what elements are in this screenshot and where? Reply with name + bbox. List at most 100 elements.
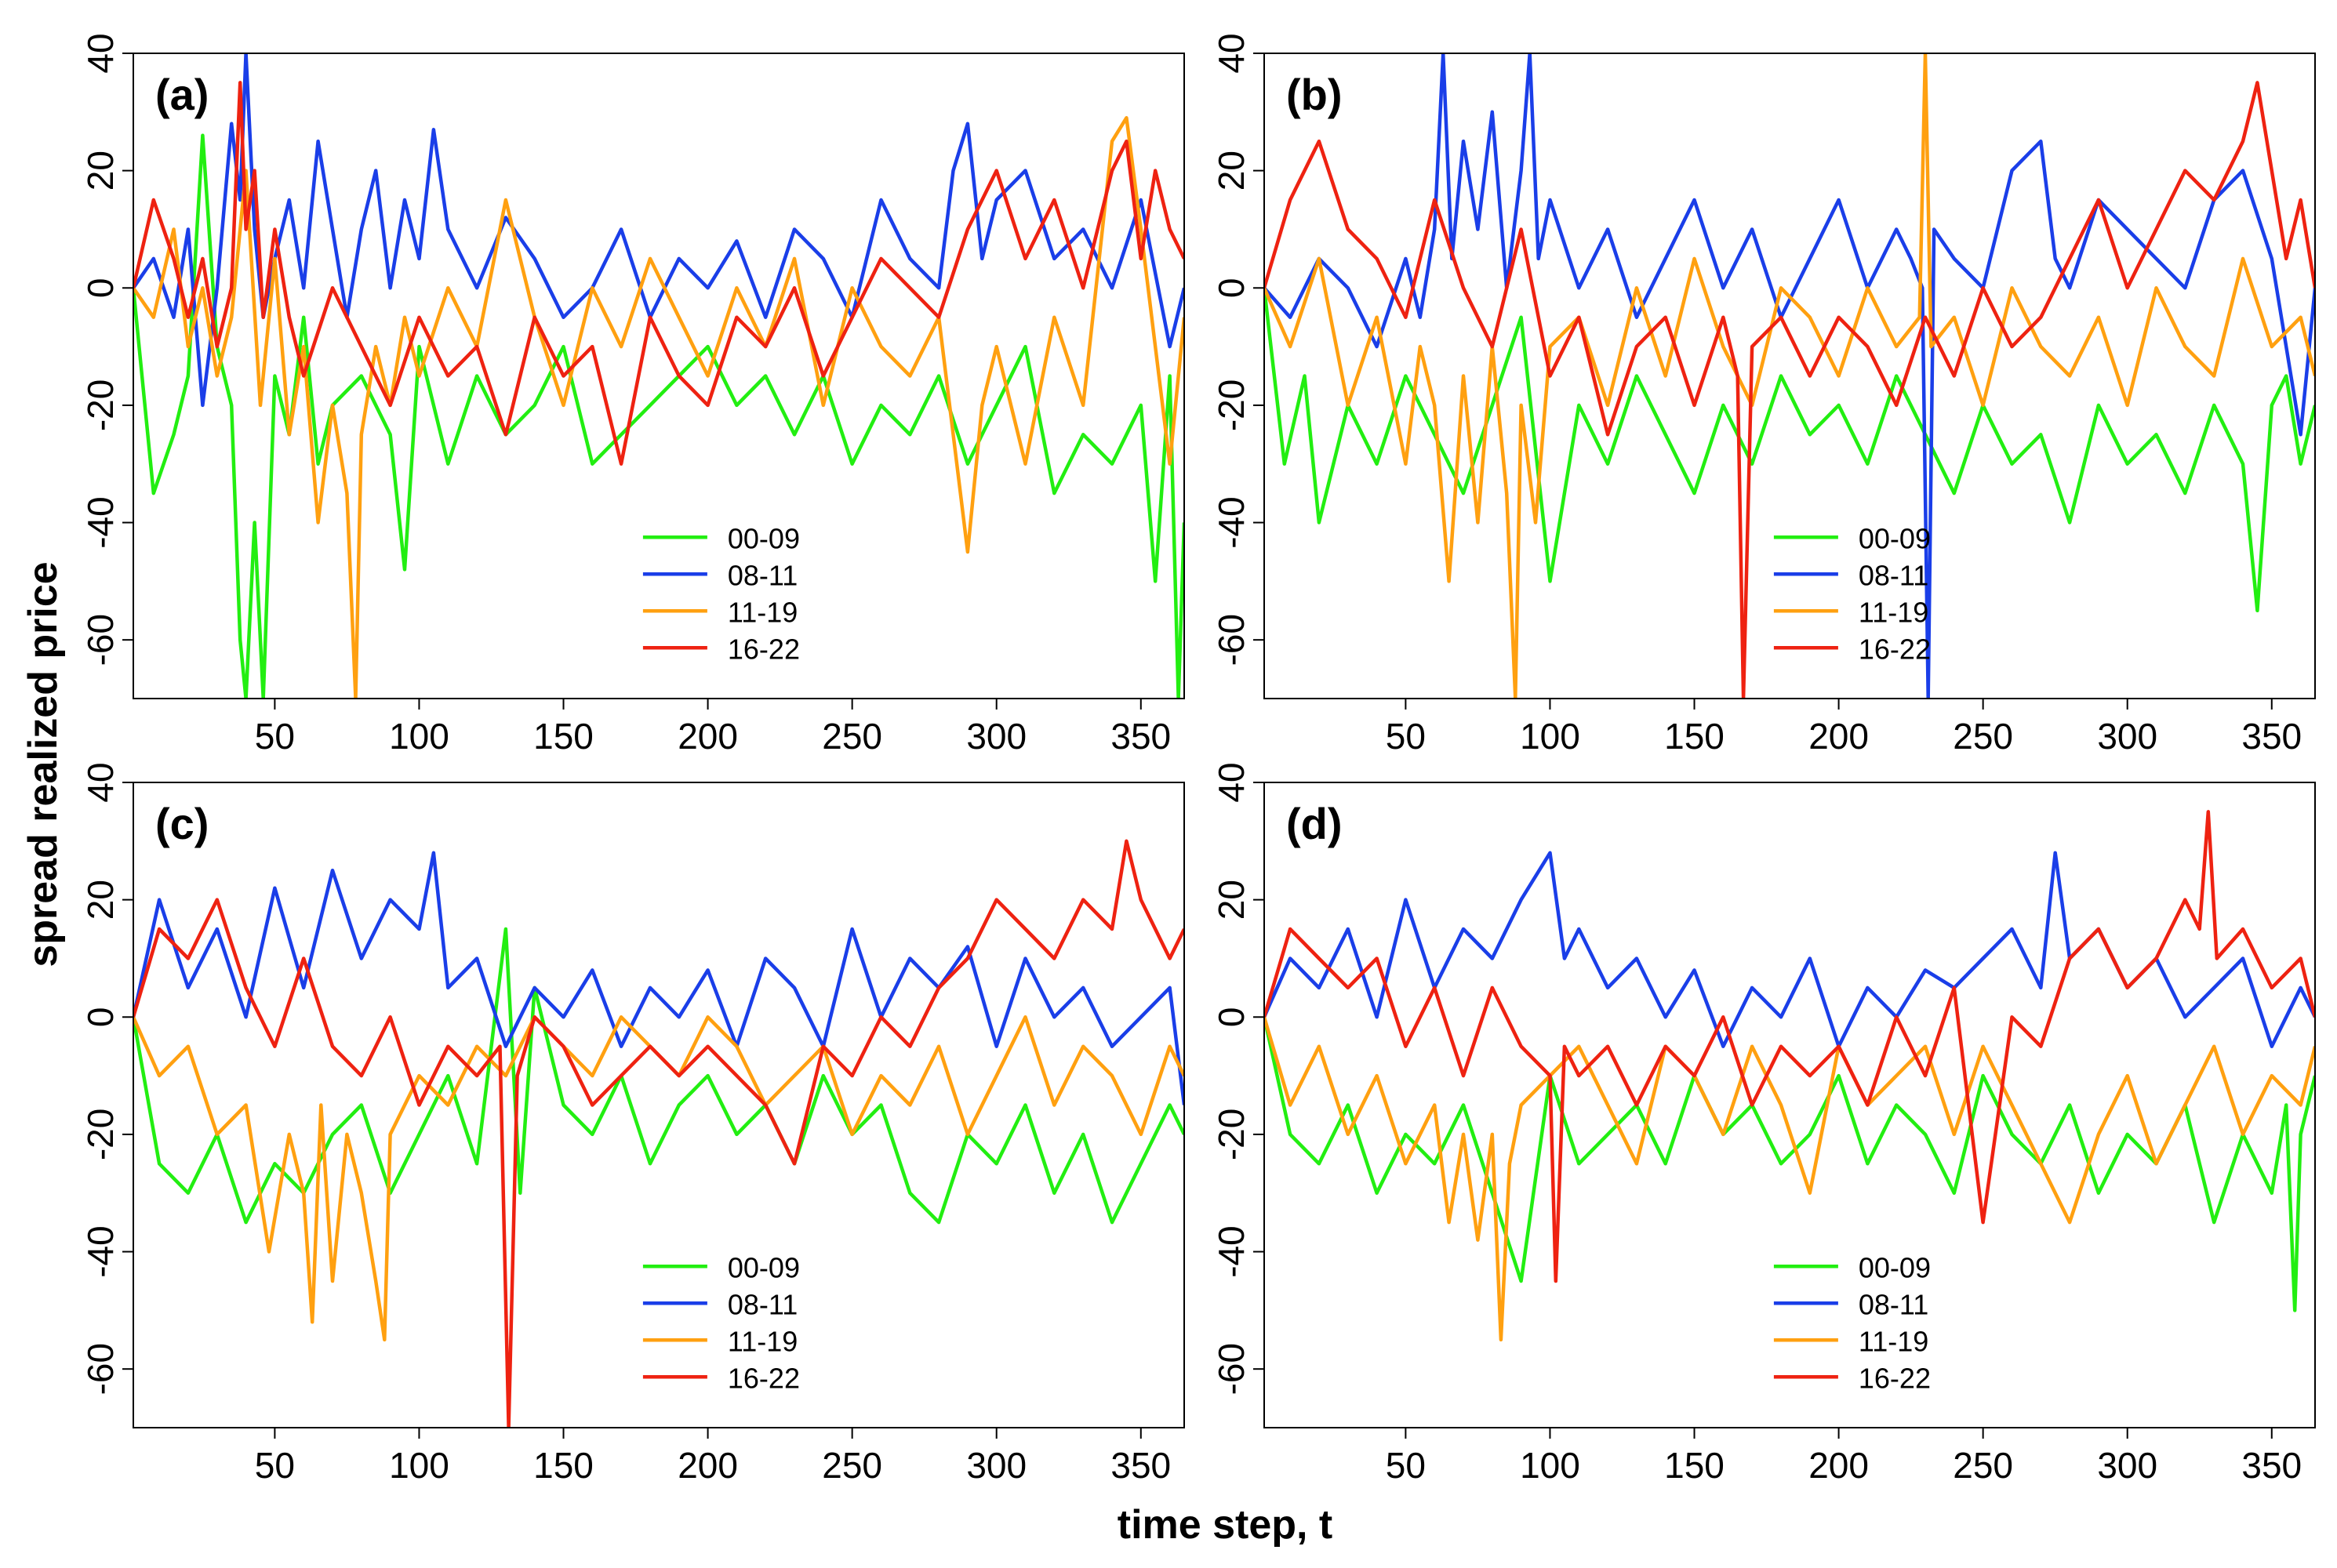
- y-tick-label: 0: [1211, 1007, 1252, 1027]
- legend-label-16-22: 16-22: [728, 1362, 800, 1394]
- x-tick-label: 300: [2097, 716, 2157, 757]
- x-tick-label: 100: [1520, 1445, 1580, 1486]
- x-tick-label: 150: [533, 1445, 594, 1486]
- panel-label: (d): [1286, 799, 1343, 848]
- series-line-16-22: [1264, 81, 2315, 699]
- x-tick-label: 50: [255, 1445, 295, 1486]
- x-tick-label: 350: [2241, 1445, 2302, 1486]
- series-line-16-22: [1264, 810, 2315, 1283]
- x-tick-label: 150: [1664, 1445, 1725, 1486]
- legend-label-00-09: 00-09: [728, 1251, 800, 1283]
- legend-label-00-09: 00-09: [1859, 522, 1931, 554]
- y-tick-label: -20: [80, 1109, 121, 1160]
- panel-label: (b): [1286, 70, 1343, 119]
- y-tick-label: 20: [80, 151, 121, 191]
- y-tick-label: -60: [1211, 1343, 1252, 1395]
- y-tick-label: -40: [80, 1225, 121, 1277]
- legend-label-11-19: 11-19: [728, 1325, 798, 1357]
- legend-label-16-22: 16-22: [1859, 633, 1931, 665]
- series-group: [1264, 53, 2315, 699]
- legend-label-08-11: 08-11: [1859, 559, 1928, 591]
- legend-label-16-22: 16-22: [1859, 1362, 1931, 1394]
- panel-3: 50 100 150 200 250 300 35040200-20-40-60(c)00-…: [80, 762, 1185, 1486]
- series-line-11-19: [1264, 53, 2315, 699]
- y-tick-label: -20: [1211, 379, 1252, 431]
- series-line-11-19: [1264, 1016, 2315, 1342]
- x-tick-label: 250: [1953, 716, 2013, 757]
- series-line-00-09: [133, 927, 1184, 1225]
- y-tick-label: 0: [80, 1007, 121, 1027]
- y-tick-label: 20: [80, 880, 121, 920]
- y-tick-label: -60: [80, 1343, 121, 1395]
- x-tick-label: 100: [389, 716, 449, 757]
- x-tick-label: 250: [1953, 1445, 2013, 1486]
- series-line-08-11: [133, 851, 1184, 1105]
- x-tick-label: 350: [1110, 1445, 1171, 1486]
- legend-label-16-22: 16-22: [728, 633, 800, 665]
- legend: 00-09 08-11 11-19 16-22: [642, 1251, 800, 1394]
- y-tick-label: -60: [1211, 614, 1252, 666]
- legend: 00-09 08-11 11-19 16-22: [1773, 1251, 1931, 1394]
- x-tick-label: 200: [678, 1445, 738, 1486]
- panel-4: 50 100 150 200 250 300 35040200-20-40-60(d)00-…: [1211, 762, 2316, 1486]
- x-tick-label: 350: [1110, 716, 1171, 757]
- plot-frame: [1263, 53, 2316, 699]
- panel-label: (c): [155, 799, 209, 848]
- series-group: [133, 53, 1184, 699]
- x-tick-label: 350: [2241, 716, 2302, 757]
- y-tick-label: -20: [1211, 1109, 1252, 1160]
- legend-label-08-11: 08-11: [728, 1288, 798, 1320]
- legend-label-08-11: 08-11: [728, 559, 798, 591]
- y-tick-label: 0: [1211, 278, 1252, 298]
- panel-1: 50 100 150 200 250 300 35040200-20-40-60(a)00-…: [80, 33, 1185, 757]
- x-tick-label: 250: [822, 1445, 882, 1486]
- y-tick-label: 0: [80, 278, 121, 298]
- x-tick-label: 300: [966, 1445, 1027, 1486]
- panel-2: 50 100 150 200 250 300 35040200-20-40-60(b)00-…: [1211, 33, 2316, 757]
- series-group: [1264, 810, 2315, 1342]
- plot-frame: [133, 53, 1185, 699]
- x-tick-label: 200: [1808, 1445, 1869, 1486]
- x-tick-label: 200: [1808, 716, 1869, 757]
- x-tick-label: 150: [1664, 716, 1725, 757]
- x-tick-label: 50: [255, 716, 295, 757]
- x-tick-label: 50: [1386, 1445, 1426, 1486]
- y-tick-label: -40: [1211, 496, 1252, 548]
- x-tick-label: 100: [1520, 716, 1580, 757]
- plot-frame: [1263, 782, 2316, 1428]
- series-line-08-11: [1264, 53, 2315, 699]
- legend-label-08-11: 08-11: [1859, 1288, 1928, 1320]
- legend-label-00-09: 00-09: [728, 522, 800, 554]
- x-tick-label: 250: [822, 716, 882, 757]
- y-tick-label: 40: [1211, 33, 1252, 73]
- x-tick-label: 200: [678, 716, 738, 757]
- panel-label: (a): [155, 70, 209, 119]
- y-tick-label: 20: [1211, 151, 1252, 191]
- series-line-08-11: [133, 53, 1184, 408]
- legend-label-00-09: 00-09: [1859, 1251, 1931, 1283]
- y-axis-title: spread realized price: [20, 561, 66, 967]
- plot-frame: [133, 782, 1185, 1428]
- y-tick-label: -20: [80, 379, 121, 431]
- x-tick-label: 300: [966, 716, 1027, 757]
- legend-label-11-19: 11-19: [1859, 596, 1928, 628]
- legend-label-11-19: 11-19: [1859, 1325, 1928, 1357]
- y-tick-label: 40: [80, 762, 121, 802]
- y-tick-label: -40: [80, 496, 121, 548]
- x-tick-label: 300: [2097, 1445, 2157, 1486]
- y-tick-label: -40: [1211, 1225, 1252, 1277]
- x-tick-label: 100: [389, 1445, 449, 1486]
- legend: 00-09 08-11 11-19 16-22: [1773, 522, 1931, 665]
- legend: 00-09 08-11 11-19 16-22: [642, 522, 800, 665]
- series-line-11-19: [133, 1015, 1184, 1342]
- panels-group: 50 100 150 200 250 300 35040200-20-40-60(a)00-…: [80, 33, 2316, 1486]
- y-tick-label: 40: [1211, 762, 1252, 802]
- series-group: [133, 839, 1184, 1428]
- series-line-00-09: [1264, 1016, 2315, 1312]
- y-tick-label: 20: [1211, 880, 1252, 920]
- x-tick-label: 50: [1386, 716, 1426, 757]
- x-axis-title: time step, t: [1118, 1502, 1333, 1548]
- y-tick-label: -60: [80, 614, 121, 666]
- y-tick-label: 40: [80, 33, 121, 73]
